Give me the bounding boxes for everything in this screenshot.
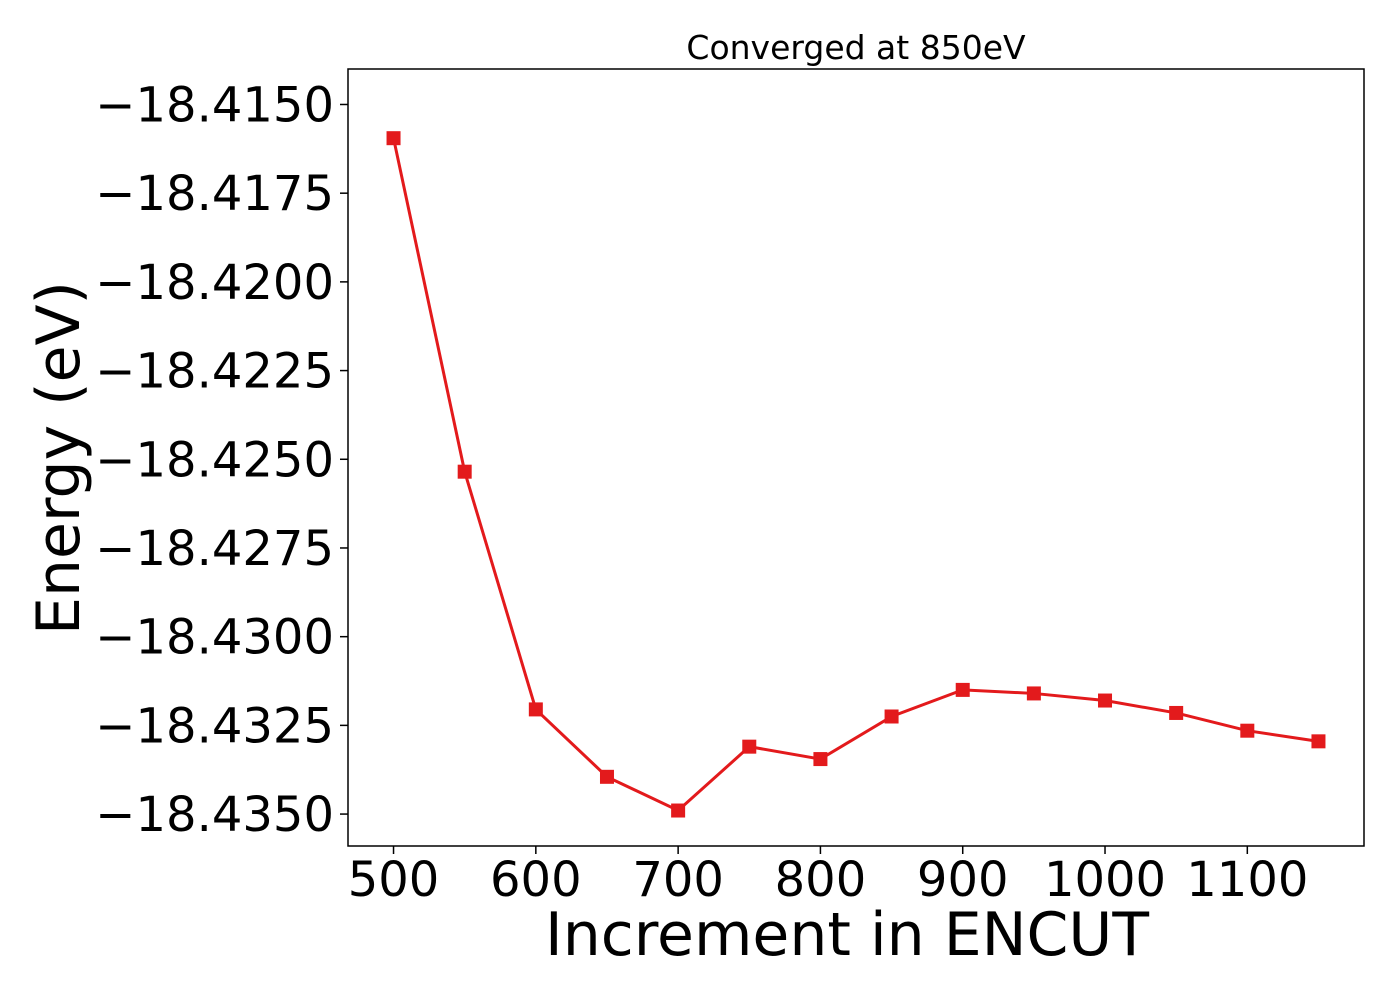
x-tick-label: 800 — [775, 852, 867, 908]
y-axis-label: Energy (eV) — [24, 281, 94, 635]
y-tick-label: −18.4325 — [95, 698, 334, 754]
y-tick-label: −18.4350 — [95, 787, 334, 843]
x-axis-label: Increment in ENCUT — [545, 900, 1149, 970]
y-tick-label: −18.4300 — [95, 610, 334, 666]
y-tick-label: −18.4225 — [95, 344, 334, 400]
x-tick-label: 500 — [348, 852, 440, 908]
y-tick-label: −18.4250 — [95, 432, 334, 488]
plot-frame — [347, 68, 1365, 847]
x-tick-label: 600 — [490, 852, 582, 908]
series-layer — [386, 131, 1326, 818]
data-point-marker — [386, 131, 401, 146]
y-tick-label: −18.4150 — [95, 77, 334, 133]
x-tick-label: 1000 — [1044, 852, 1166, 908]
data-point-marker — [884, 709, 899, 724]
data-point-marker — [1098, 693, 1113, 708]
y-tick-label: −18.4200 — [95, 255, 334, 311]
data-point-marker — [742, 739, 757, 754]
data-point-marker — [1169, 705, 1184, 720]
y-tick-label: −18.4175 — [95, 166, 334, 222]
chart-title: Converged at 850eV — [686, 28, 1026, 67]
data-point-marker — [599, 769, 614, 784]
y-tick-label: −18.4275 — [95, 521, 334, 577]
data-point-marker — [528, 702, 543, 717]
x-tick-label: 700 — [632, 852, 724, 908]
data-point-marker — [671, 803, 686, 818]
data-point-marker — [1026, 686, 1041, 701]
x-tick-label: 900 — [917, 852, 1009, 908]
axis-ticks: 500 600 700 800 900 1000 1100 −18.4150 −18.4175 −… — [95, 77, 1308, 908]
x-tick-label: 1100 — [1186, 852, 1308, 908]
series-line — [392, 137, 1319, 813]
data-point-marker — [1311, 734, 1326, 749]
data-point-marker — [1240, 723, 1255, 738]
data-point-marker — [955, 682, 970, 697]
data-point-marker — [457, 464, 472, 479]
data-point-marker — [813, 752, 828, 767]
